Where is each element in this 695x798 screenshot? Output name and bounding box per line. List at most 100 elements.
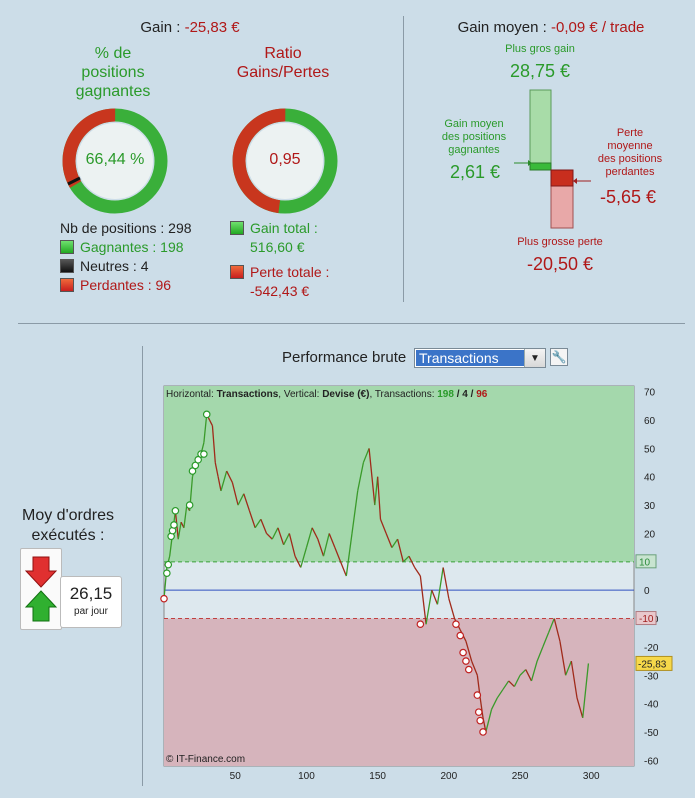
win-pct-title-line2: positions bbox=[81, 64, 145, 81]
gain-value: -25,83 € bbox=[184, 19, 240, 36]
worst-loss-label: Plus grosse perte bbox=[517, 236, 603, 248]
x-tick-label: 200 bbox=[441, 771, 458, 780]
final-value-badge: -25,83 bbox=[635, 655, 673, 671]
avg-loss-value: -5,65 € bbox=[599, 187, 657, 207]
avg-loss-label-line3: des positions bbox=[597, 153, 663, 165]
curve-segment bbox=[425, 590, 433, 625]
curve-segment bbox=[357, 462, 365, 492]
curve-segment bbox=[203, 414, 208, 443]
loss-total-value: -542,43 € bbox=[250, 283, 310, 299]
worst-loss-value: -20,50 € bbox=[526, 254, 594, 274]
performance-chart: 706050403020100-10-20-30-40-50-6010-10-2… bbox=[160, 385, 673, 780]
buy-sell-arrows-icon bbox=[24, 556, 58, 622]
black-square-icon bbox=[60, 259, 74, 273]
curve-segment bbox=[379, 519, 387, 534]
curve-segment bbox=[525, 669, 533, 682]
orders-label-line1: Moy d'ordres bbox=[22, 507, 114, 524]
avg-win-label-line3: gagnantes bbox=[448, 144, 500, 156]
curve-segment bbox=[408, 555, 416, 568]
curve-segment bbox=[448, 598, 456, 619]
y-tick-label: 40 bbox=[644, 473, 656, 484]
curve-segment bbox=[277, 527, 285, 546]
trade-markers bbox=[160, 410, 487, 736]
avg-gain-label: Gain moyen : bbox=[457, 19, 547, 36]
loss-marker bbox=[464, 665, 473, 674]
copyright: © IT-Finance.com bbox=[166, 754, 245, 765]
loss-marker bbox=[462, 657, 470, 665]
loss-marker bbox=[416, 620, 425, 629]
y-tick-label: -30 bbox=[644, 671, 659, 682]
curve-segment bbox=[317, 538, 325, 557]
upper-band-badge-text: 10 bbox=[639, 557, 651, 568]
chevron-down-icon[interactable]: ▼ bbox=[524, 349, 545, 367]
curve-segment bbox=[211, 425, 216, 463]
ratio-title-line2: Gains/Pertes bbox=[236, 64, 330, 81]
orders-unit: par jour bbox=[74, 606, 108, 617]
curve-segment bbox=[248, 510, 256, 528]
curve-segment bbox=[226, 470, 233, 483]
avg-loss-label-line1: Perte bbox=[616, 127, 644, 139]
curve-segment bbox=[322, 533, 330, 557]
curve-segment bbox=[436, 567, 444, 605]
curve-segment bbox=[576, 697, 584, 718]
loss-marker bbox=[474, 708, 483, 716]
curve-segment bbox=[271, 527, 279, 540]
curve-segment bbox=[570, 660, 578, 699]
curve-segment bbox=[351, 490, 359, 534]
perf-label: Performance brute bbox=[282, 349, 407, 366]
winning-positions-label: Gagnantes : 198 bbox=[80, 239, 184, 255]
curve-segment bbox=[340, 561, 347, 577]
curve-segment bbox=[368, 448, 376, 506]
curve-segment bbox=[217, 476, 222, 492]
y-tick-label: -20 bbox=[644, 643, 659, 654]
curve-segment bbox=[345, 533, 353, 577]
header-vertical-label: , Vertical: bbox=[278, 389, 322, 400]
curve-segment bbox=[183, 505, 188, 528]
losing-positions: Perdantes : 96 bbox=[60, 276, 220, 295]
avg-loss-label-line2: moyenne bbox=[607, 140, 653, 152]
x-tick-label: 150 bbox=[369, 771, 386, 780]
avg-win-bar bbox=[529, 162, 552, 171]
curve-segment bbox=[419, 575, 427, 625]
curve-segment bbox=[508, 680, 515, 688]
ratio-title-line1: Ratio bbox=[264, 45, 302, 62]
perf-mode-select[interactable]: Transactions ▼ bbox=[414, 348, 546, 368]
x-tick-label: 50 bbox=[230, 771, 242, 780]
x-tick-label: 100 bbox=[298, 771, 315, 780]
curve-segment bbox=[542, 632, 550, 648]
curve-segment bbox=[582, 663, 590, 718]
win-pct-center bbox=[77, 123, 153, 199]
curve-segment bbox=[502, 680, 510, 690]
avg-loss-label: Perte moyenne des positions perdantes bbox=[585, 127, 675, 179]
wrench-icon[interactable]: 🔧 bbox=[550, 348, 568, 366]
loss-marker bbox=[476, 716, 484, 725]
neutral-positions: Neutres : 4 bbox=[60, 257, 220, 276]
y-tick-label: 30 bbox=[644, 501, 656, 512]
y-tick-label: 50 bbox=[644, 444, 656, 455]
avg-win-label-line2: des positions bbox=[441, 131, 507, 143]
best-gain-label: Plus gros gain bbox=[505, 43, 575, 55]
header-transactions-label: , Transactions: bbox=[369, 389, 437, 400]
win-marker bbox=[200, 450, 208, 458]
win-pct-title-line1: % de bbox=[94, 45, 132, 62]
avg-loss-label-line4: perdantes bbox=[605, 166, 655, 178]
curve-segment bbox=[243, 493, 251, 511]
loss-total-label: Perte totale : bbox=[250, 264, 330, 280]
curve-segment bbox=[479, 697, 484, 718]
orders-value: 26,15 bbox=[69, 584, 113, 603]
ratio-center bbox=[247, 123, 323, 199]
header-horizontal-label: Horizontal: bbox=[166, 389, 217, 400]
curve-segment bbox=[559, 641, 567, 676]
best-gain-value: 28,75 € bbox=[509, 61, 571, 81]
win-pct-title: % de positions gagnantes bbox=[48, 44, 178, 101]
avg-win-label-line1: Gain moyen bbox=[444, 118, 504, 130]
bottom-vertical-divider bbox=[142, 346, 143, 786]
positions-breakdown: Nb de positions : 298 Gagnantes : 198 Ne… bbox=[60, 219, 220, 295]
curve-segment bbox=[283, 533, 290, 546]
x-tick-label: 250 bbox=[512, 771, 529, 780]
lower-zone bbox=[164, 618, 634, 766]
green-square-icon bbox=[230, 221, 244, 235]
avg-win-value: 2,61 € bbox=[449, 162, 501, 182]
win-marker bbox=[164, 560, 173, 569]
curve-segment bbox=[208, 419, 214, 426]
